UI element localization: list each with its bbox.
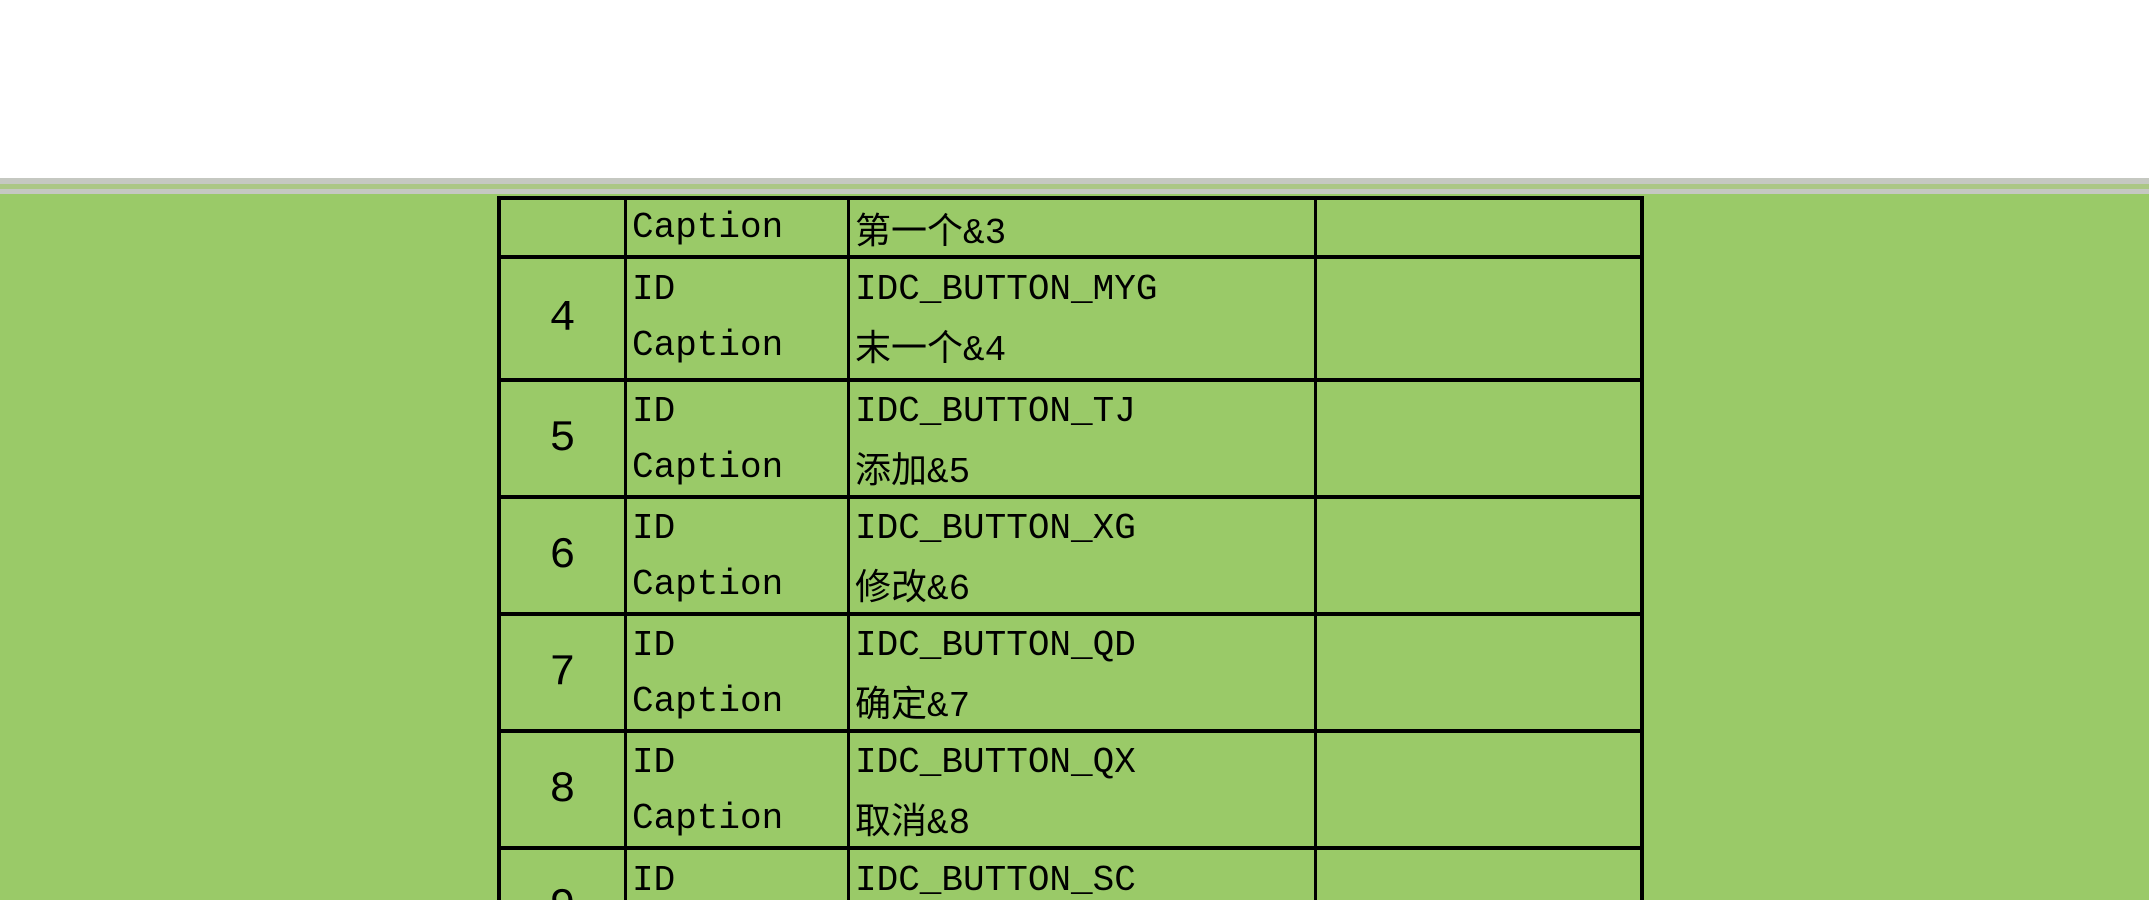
notes-cell[interactable] [1317, 382, 1640, 495]
table-row: 8 ID Caption IDC_BUTTON_QX 取消&8 [501, 733, 1640, 850]
property-label: ID [632, 508, 676, 550]
resource-table: Caption 第一个&3 4 ID Caption IDC_BUTTON_MY… [497, 196, 1644, 900]
property-value-cell[interactable]: IDC_BUTTON_QD 确定&7 [850, 616, 1317, 729]
property-label-cell[interactable]: ID [627, 850, 850, 900]
table-row: 9 ID IDC_BUTTON_SC [501, 850, 1640, 900]
notes-cell[interactable] [1317, 616, 1640, 729]
notes-cell[interactable] [1317, 200, 1640, 255]
property-label-cell[interactable]: ID Caption [627, 616, 850, 729]
property-label: Caption [632, 446, 784, 488]
table-row: 4 ID Caption IDC_BUTTON_MYG 末一个&4 [501, 259, 1640, 382]
property-value: IDC_BUTTON_MYG [855, 268, 1158, 310]
row-number-cell[interactable]: 8 [501, 733, 627, 846]
row-number-cell[interactable]: 9 [501, 850, 627, 900]
property-label-cell[interactable]: ID Caption [627, 733, 850, 846]
row-number-cell[interactable]: 4 [501, 259, 627, 378]
table-row: 5 ID Caption IDC_BUTTON_TJ 添加&5 [501, 382, 1640, 499]
property-label: ID [632, 391, 676, 433]
property-value: 末一个&4 [855, 330, 1007, 371]
property-label-cell[interactable]: ID Caption [627, 259, 850, 378]
row-number: 8 [549, 764, 576, 815]
page-edge-stripe-top [0, 178, 2149, 184]
table-row: 7 ID Caption IDC_BUTTON_QD 确定&7 [501, 616, 1640, 733]
property-label: Caption [632, 680, 784, 722]
property-value-cell[interactable]: IDC_BUTTON_QX 取消&8 [850, 733, 1317, 846]
property-value: IDC_BUTTON_QX [855, 742, 1136, 784]
property-label: ID [632, 859, 676, 900]
property-value-cell[interactable]: 第一个&3 [850, 200, 1317, 255]
property-value: IDC_BUTTON_SC [855, 859, 1136, 900]
property-value: IDC_BUTTON_QD [855, 625, 1136, 667]
property-label: Caption [632, 324, 784, 366]
property-value-cell[interactable]: IDC_BUTTON_MYG 末一个&4 [850, 259, 1317, 378]
property-label-cell[interactable]: Caption [627, 200, 850, 255]
property-value: 第一个&3 [855, 212, 1007, 254]
row-number-cell[interactable]: 5 [501, 382, 627, 495]
page-background[interactable] [0, 194, 2149, 900]
property-value: 添加&5 [855, 452, 971, 494]
row-number: 6 [549, 530, 576, 581]
table-row: 6 ID Caption IDC_BUTTON_XG 修改&6 [501, 499, 1640, 616]
row-number-cell[interactable]: 7 [501, 616, 627, 729]
property-label: ID [632, 625, 676, 667]
page-edge-stripe-middle [0, 184, 2149, 189]
row-number-cell[interactable]: 6 [501, 499, 627, 612]
property-label: ID [632, 742, 676, 784]
notes-cell[interactable] [1317, 259, 1640, 378]
row-number: 4 [549, 293, 576, 344]
property-label: Caption [632, 797, 784, 839]
row-number: 5 [549, 413, 576, 464]
row-number-cell[interactable] [501, 200, 627, 255]
notes-cell[interactable] [1317, 733, 1640, 846]
table-row: Caption 第一个&3 [501, 200, 1640, 259]
property-value-cell[interactable]: IDC_BUTTON_TJ 添加&5 [850, 382, 1317, 495]
row-number: 9 [549, 885, 575, 900]
property-value: 取消&8 [855, 803, 971, 845]
property-label: Caption [632, 207, 784, 248]
property-label-cell[interactable]: ID Caption [627, 499, 850, 612]
property-value: IDC_BUTTON_XG [855, 508, 1136, 550]
property-label: ID [632, 268, 676, 310]
notes-cell[interactable] [1317, 850, 1640, 900]
row-number: 7 [549, 647, 576, 698]
property-label: Caption [632, 563, 784, 605]
property-value-cell[interactable]: IDC_BUTTON_SC [850, 850, 1317, 900]
property-label-cell[interactable]: ID Caption [627, 382, 850, 495]
property-value: 修改&6 [855, 569, 971, 611]
property-value-cell[interactable]: IDC_BUTTON_XG 修改&6 [850, 499, 1317, 612]
page-edge-stripe-bottom [0, 189, 2149, 194]
property-value: IDC_BUTTON_TJ [855, 391, 1136, 433]
notes-cell[interactable] [1317, 499, 1640, 612]
property-value: 确定&7 [855, 686, 971, 728]
